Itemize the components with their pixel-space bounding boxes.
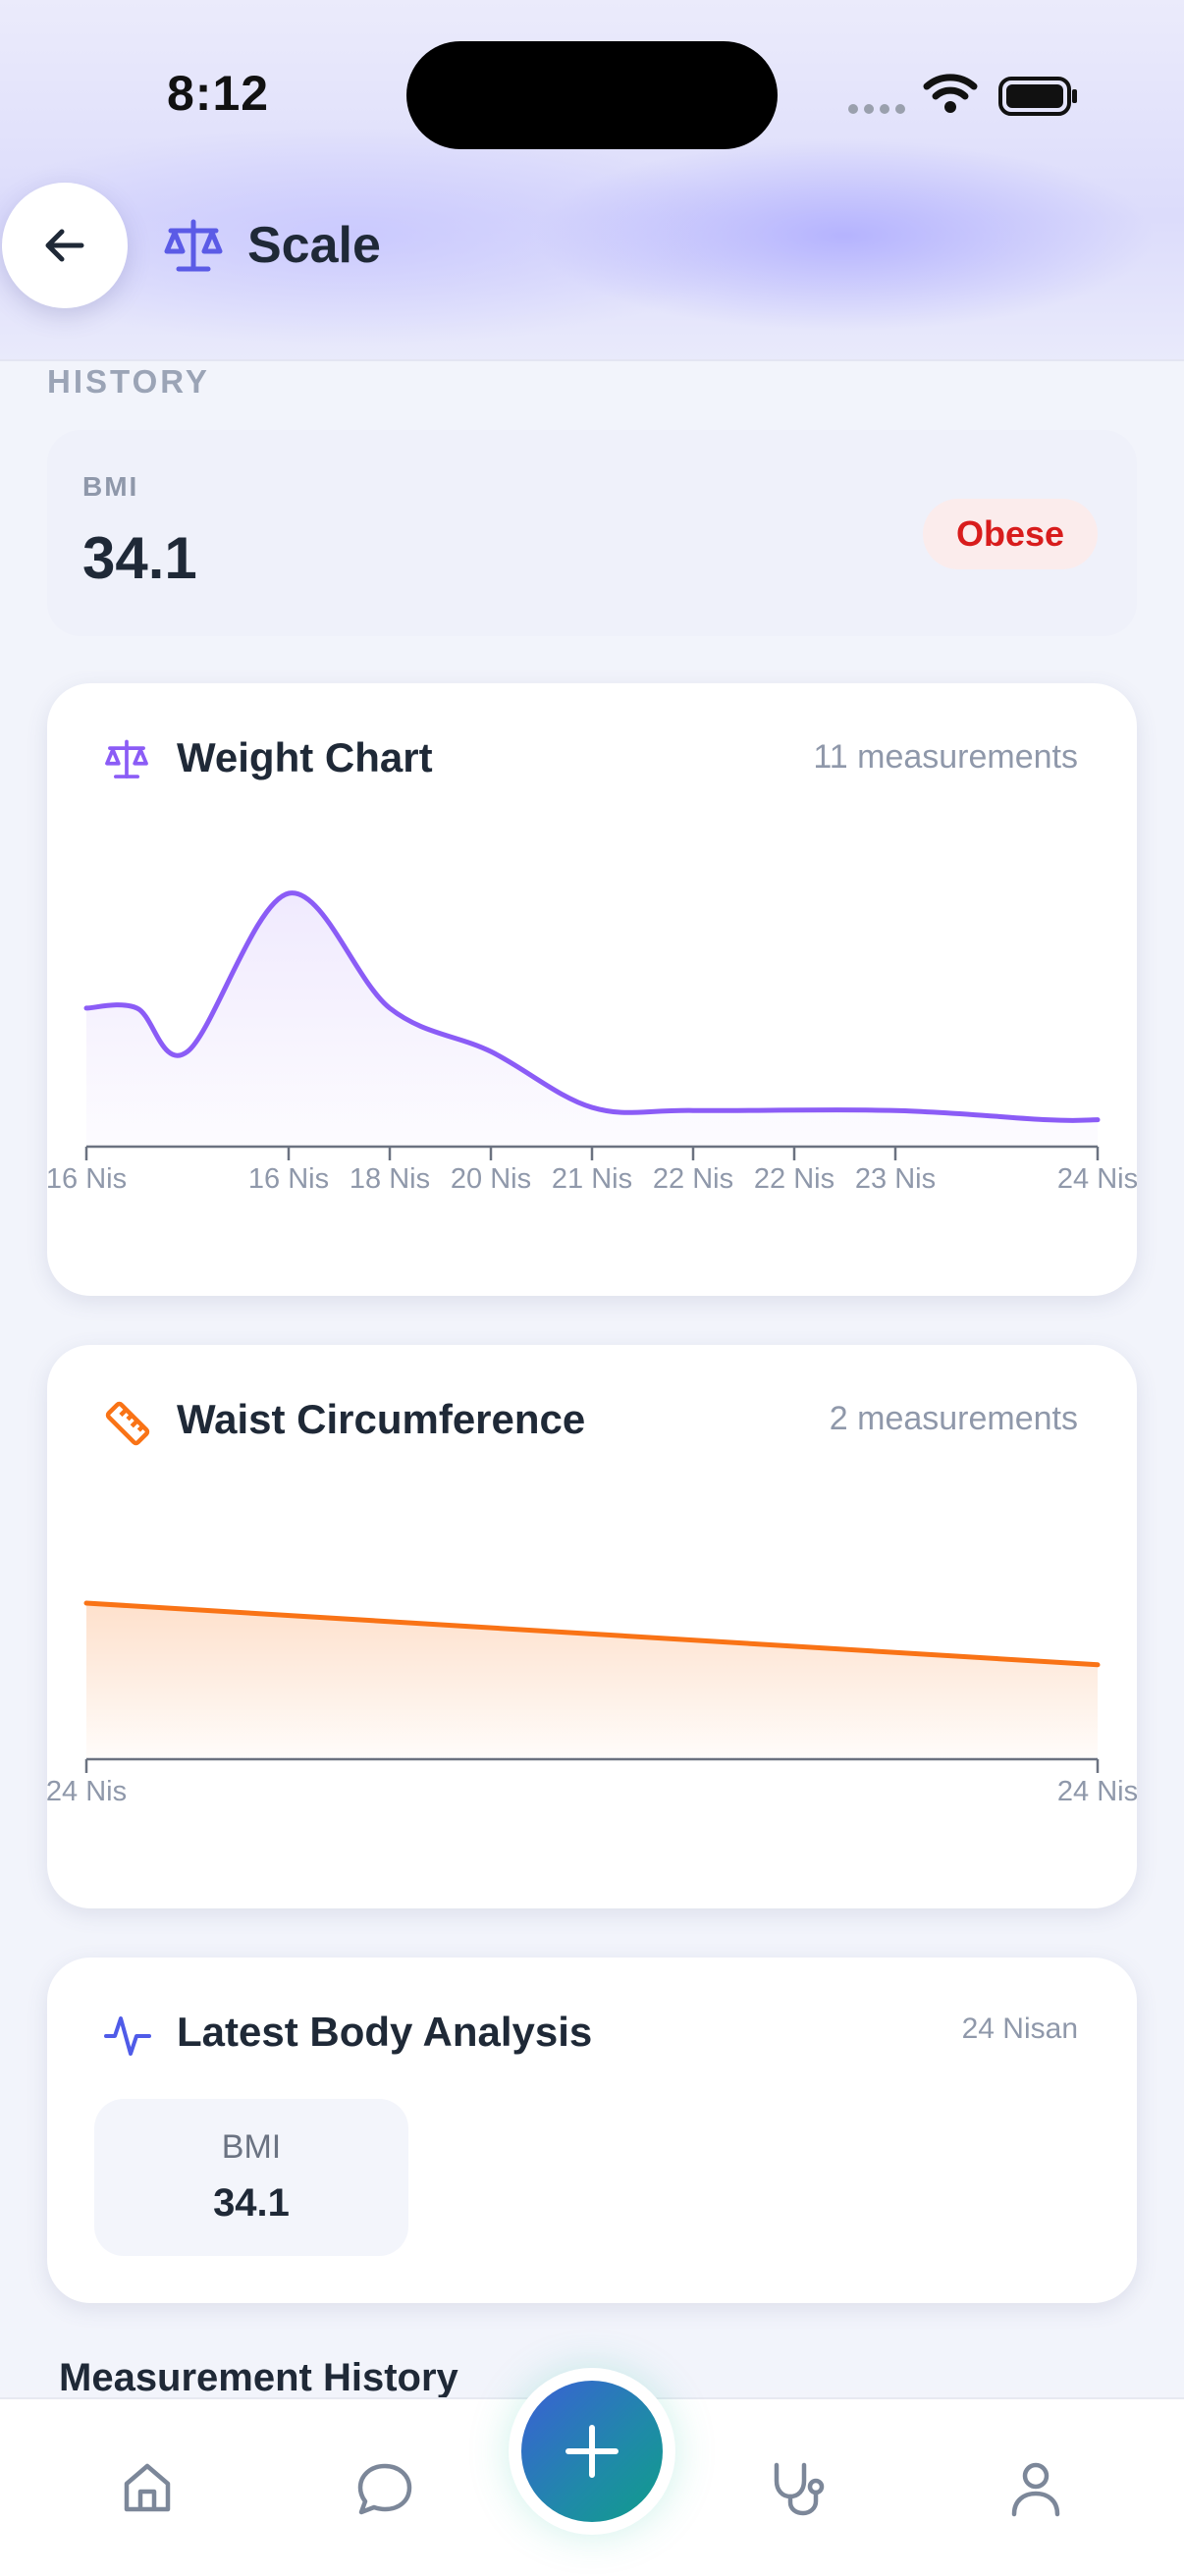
metric-value: 34.1 [213, 2181, 290, 2225]
scale-icon [105, 739, 148, 778]
x-axis-tick-label: 24 Nis [1057, 1776, 1137, 1807]
x-axis-tick-label: 22 Nis [754, 1163, 834, 1195]
nav-chat[interactable] [350, 2454, 419, 2523]
cellular-signal-icon [848, 104, 905, 114]
bmi-value: 34.1 [82, 525, 197, 591]
activity-icon [104, 2016, 151, 2056]
bmi-label: BMI [82, 471, 139, 502]
waist-chart-card: Waist Circumference 2 measurements 24 Ni… [47, 1345, 1137, 1908]
body-analysis-date: 24 Nisan [961, 2012, 1078, 2045]
weight-measurement-count: 11 measurements [813, 738, 1078, 776]
x-axis-tick-label: 24 Nis [1057, 1163, 1137, 1195]
page-title: Scale [247, 217, 381, 274]
back-button[interactable] [2, 183, 128, 308]
chart-series-line [83, 890, 1101, 1123]
ruler-icon [105, 1401, 150, 1446]
bmi-summary-card: BMI 34.1 Obese [47, 430, 1137, 636]
metric-label: BMI [221, 2128, 282, 2166]
bmi-metric-tile: BMI 34.1 [94, 2099, 408, 2256]
home-icon [124, 2463, 171, 2512]
chart-series-line [83, 1600, 1101, 1668]
scale-icon [164, 219, 223, 272]
chat-icon [357, 2463, 412, 2515]
bmi-status-badge: Obese [923, 499, 1099, 569]
add-measurement-button[interactable] [521, 2381, 663, 2522]
dynamic-island [406, 41, 778, 149]
arrow-left-icon [45, 229, 84, 262]
measurement-history-heading: Measurement History [59, 2356, 458, 2399]
wifi-icon [923, 74, 978, 113]
profile-icon [1011, 2462, 1060, 2517]
battery-icon [998, 77, 1077, 116]
chart-area-fill [86, 892, 1098, 1147]
waist-measurement-count: 2 measurements [829, 1400, 1078, 1437]
x-axis-tick-label: 18 Nis [350, 1163, 430, 1195]
weight-chart-card: Weight Chart 11 measurements 16 Nis 16 Ni… [47, 683, 1137, 1296]
x-axis-tick-label: 21 Nis [552, 1163, 632, 1195]
waist-line-chart: 24 Nis 24 Nis [47, 1600, 1137, 1807]
x-axis-tick-label: 22 Nis [653, 1163, 733, 1195]
weight-line-chart: 16 Nis 16 Nis 18 Nis 20 Nis 21 Nis 22 Nis 22 N… [47, 890, 1137, 1195]
chart-area-fill [86, 1603, 1098, 1759]
body-analysis-title: Latest Body Analysis [177, 2009, 593, 2055]
nav-health[interactable] [764, 2454, 833, 2523]
x-axis-tick-label: 20 Nis [451, 1163, 531, 1195]
x-axis-tick-label: 24 Nis [47, 1776, 127, 1807]
section-label-history: HISTORY [47, 363, 210, 400]
waist-chart-title: Waist Circumference [177, 1396, 586, 1442]
stethoscope-icon [774, 2462, 825, 2516]
weight-chart-title: Weight Chart [177, 734, 433, 780]
add-icon [565, 2425, 619, 2478]
nav-profile[interactable] [1001, 2454, 1070, 2523]
add-measurement-fab-ring [509, 2368, 675, 2535]
nav-home[interactable] [113, 2454, 182, 2523]
x-axis-tick-label: 16 Nis [248, 1163, 329, 1195]
x-axis-tick-label: 23 Nis [855, 1163, 936, 1195]
header-divider [0, 359, 1184, 361]
status-time: 8:12 [167, 66, 270, 121]
x-axis-tick-label: 16 Nis [47, 1163, 127, 1195]
body-analysis-card: Latest Body Analysis 24 Nisan BMI 34.1 [47, 1958, 1137, 2303]
